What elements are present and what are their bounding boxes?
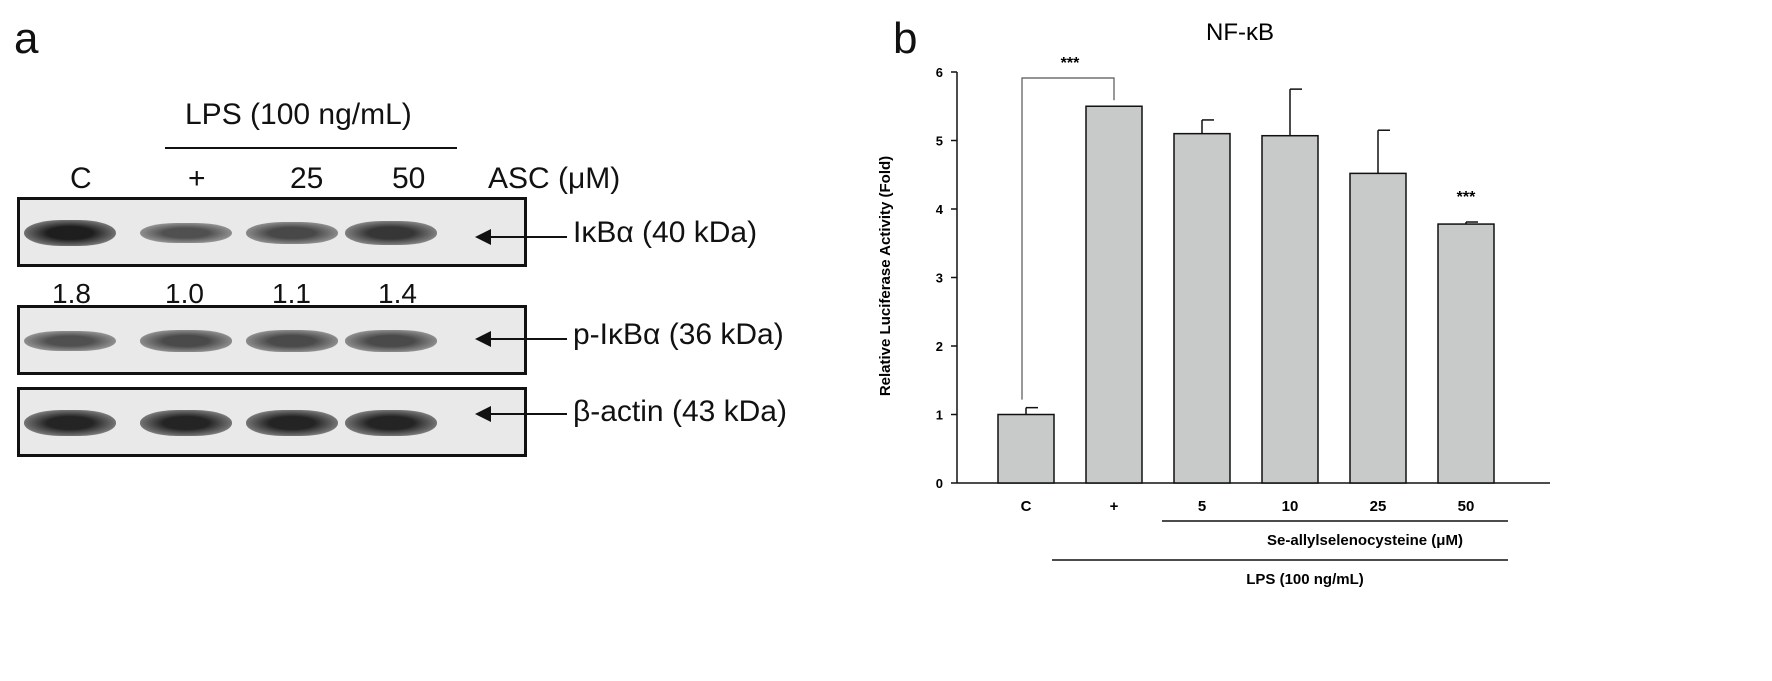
arrow-line (489, 338, 567, 340)
y-tick-label: 5 (936, 134, 943, 149)
chart-annotations: *** *** (1021, 55, 1508, 561)
y-tick-label: 6 (936, 65, 943, 80)
blot-band (345, 221, 437, 245)
asc-group-label: Se-allylselenocysteine (μM) (1267, 532, 1463, 549)
significance-mark: *** (1061, 55, 1080, 72)
blot-label-p-ikba: p-IκBα (36 kDa) (573, 318, 784, 351)
arrow-icon (475, 406, 491, 422)
chart-title: NF-κB (1206, 19, 1274, 46)
lane-label-50: 50 (392, 162, 426, 195)
bar (1261, 134, 1319, 484)
x-tick-label: 50 (1458, 498, 1475, 515)
blot-band (140, 410, 232, 436)
quant-plus: 1.0 (165, 278, 204, 309)
asc-label: ASC (μM) (488, 162, 621, 195)
blot-band (246, 410, 338, 436)
x-tick-label: 10 (1282, 498, 1299, 515)
arrow-icon (475, 229, 491, 245)
bar (1173, 132, 1231, 484)
blot-p-ikba (17, 305, 527, 375)
arrow-line (489, 413, 567, 415)
blot-label-ikba: IκBα (40 kDa) (573, 216, 758, 249)
blot-band (24, 410, 116, 436)
nfkb-bar-chart: NF-κB Relative Luciferase Activity (Fold… (877, 19, 1550, 588)
blot-band (246, 330, 338, 352)
lane-label-25: 25 (290, 162, 324, 195)
x-tick-label: C (1021, 498, 1032, 515)
x-tick-label: 5 (1198, 498, 1206, 515)
lps-group-label: LPS (100 ng/mL) (1246, 571, 1364, 588)
y-axis-label: Relative Luciferase Activity (Fold) (877, 156, 894, 396)
blot-ikba (17, 197, 527, 267)
bar (1349, 172, 1407, 484)
y-tick-label: 3 (936, 271, 943, 286)
significance-bracket (1021, 77, 1115, 400)
panel-b-letter: b (893, 14, 918, 63)
y-tick-label: 4 (936, 202, 944, 217)
significance-mark: *** (1457, 189, 1476, 206)
blot-beta-actin (17, 387, 527, 457)
lane-label-plus: + (188, 162, 206, 195)
lps-label: LPS (100 ng/mL) (185, 98, 412, 131)
lps-underline (165, 147, 457, 149)
y-tick-label: 1 (936, 408, 943, 423)
blot-band (140, 222, 232, 244)
quant-25: 1.1 (272, 278, 311, 309)
quant-50: 1.4 (378, 278, 417, 309)
bar (1085, 105, 1143, 484)
arrow-line (489, 236, 567, 238)
blot-band (140, 330, 232, 352)
y-tick-label: 2 (936, 339, 943, 354)
arrow-icon (475, 331, 491, 347)
bar (997, 413, 1055, 484)
bar (1437, 223, 1495, 484)
panel-a-letter: a (14, 14, 39, 63)
x-tick-label: 25 (1370, 498, 1387, 515)
quant-c: 1.8 (52, 278, 91, 309)
lane-label-c: C (70, 162, 92, 195)
blot-band (345, 330, 437, 352)
y-tick-label: 0 (936, 476, 943, 491)
blot-band (24, 220, 116, 246)
blot-band (24, 330, 116, 352)
chart-bars (997, 88, 1495, 484)
blot-band (345, 410, 437, 436)
blot-band (246, 222, 338, 244)
blot-label-beta-actin: β-actin (43 kDa) (573, 395, 787, 428)
x-tick-label: + (1110, 498, 1119, 515)
